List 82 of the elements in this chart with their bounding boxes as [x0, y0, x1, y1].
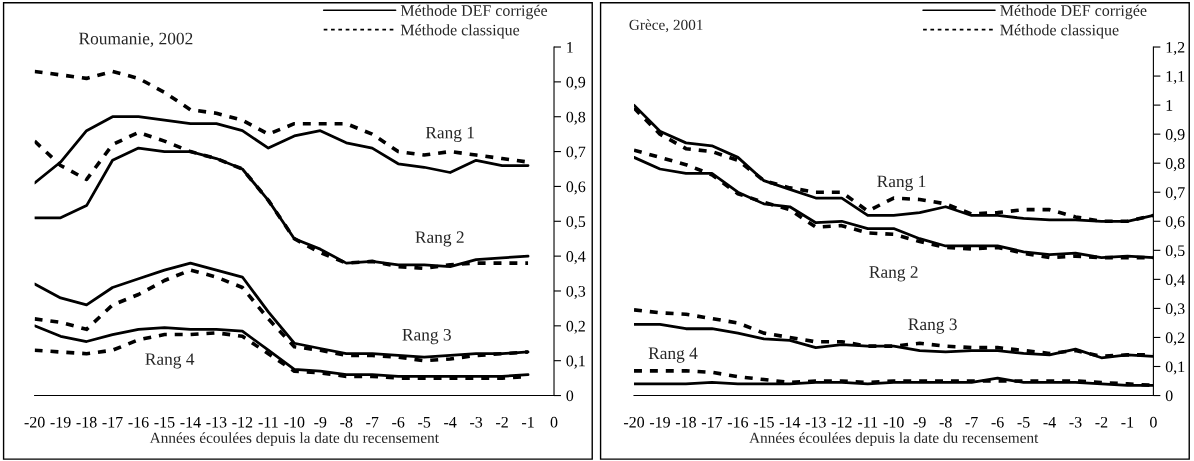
x-tick-label: -5	[418, 417, 431, 428]
chart-title: Grèce, 2001	[629, 19, 703, 33]
x-tick-label: -15	[753, 416, 774, 428]
legend-label: Méthode classique	[1000, 24, 1119, 39]
x-tick-label: -16	[128, 416, 149, 428]
annotation: Rang 3	[402, 328, 451, 345]
annotation: Rang 2	[415, 231, 464, 247]
x-tick-label: -5	[1017, 417, 1030, 428]
y-tick-label: 0	[1165, 390, 1173, 402]
x-tick-label: -9	[314, 416, 327, 428]
y-tick-label: 0,7	[1165, 187, 1185, 201]
y-tick-label: 0,8	[566, 111, 586, 125]
y-tick-label: 0,9	[1165, 129, 1185, 143]
x-axis-title: Années écoulées depuis la date du recensement	[149, 432, 439, 447]
x-tick-label: -18	[675, 416, 696, 428]
y-tick-label: 0,5	[566, 216, 586, 230]
y-tick-label: 0,1	[566, 355, 585, 369]
x-tick-label: -11	[258, 416, 278, 428]
y-tick-label: 0,5	[1165, 245, 1185, 259]
y-tick-label: 0,2	[1165, 332, 1185, 346]
annotation: Rang 2	[869, 266, 918, 282]
x-axis-title: Années écoulées depuis la date du recensement	[749, 432, 1039, 447]
x-tick-label: -2	[496, 416, 508, 428]
x-tick-label: -14	[180, 416, 201, 428]
y-tick-label: 0,6	[1165, 216, 1185, 230]
x-tick-label: -14	[779, 416, 801, 428]
x-tick-label: -1	[521, 416, 534, 428]
y-tick-label: 1,2	[1166, 41, 1185, 56]
y-tick-label: 0	[566, 390, 574, 402]
x-tick-label: -17	[102, 416, 123, 428]
x-tick-label: -3	[1069, 416, 1082, 428]
x-tick-label: -20	[24, 416, 45, 428]
x-tick-label: -7	[965, 417, 978, 428]
x-tick-label: -7	[366, 417, 379, 428]
x-tick-label: -2	[1095, 416, 1108, 428]
x-tick-label: -8	[340, 416, 353, 428]
x-tick-label: -3	[470, 416, 483, 428]
x-tick-label: -8	[939, 416, 952, 428]
y-tick-label: 0,2	[566, 320, 585, 334]
x-tick-label: -9	[913, 416, 926, 428]
x-tick-label: -10	[883, 416, 904, 428]
x-tick-label: -6	[991, 416, 1004, 428]
x-tick-label: -10	[284, 416, 305, 428]
x-tick-label: -15	[154, 416, 175, 428]
x-tick-label: 0	[1150, 416, 1157, 428]
x-tick-label: -19	[50, 416, 71, 428]
x-tick-label: -18	[76, 416, 97, 428]
x-tick-label: -12	[831, 416, 852, 428]
y-tick-label: 1	[1166, 100, 1173, 111]
y-tick-label: 0,9	[566, 76, 586, 90]
legend-label: Méthode classique	[400, 24, 520, 39]
annotation: Rang 3	[908, 318, 957, 334]
y-tick-label: 1	[567, 42, 573, 53]
x-tick-label: -13	[805, 416, 826, 428]
annotation: Rang 1	[425, 126, 474, 143]
legend-label: Méthode DEF corrigée	[1000, 4, 1147, 20]
x-tick-label: -19	[649, 416, 670, 428]
x-tick-label: -13	[206, 416, 227, 428]
y-tick-label: 0,3	[566, 285, 586, 299]
y-tick-label: 0,8	[1165, 158, 1185, 172]
y-tick-label: 0,1	[1165, 361, 1185, 375]
x-tick-label: -20	[623, 416, 645, 428]
x-tick-label: -1	[1121, 416, 1134, 428]
annotation: Rang 1	[877, 175, 926, 191]
y-tick-label: 1,1	[1166, 71, 1185, 85]
x-tick-label: -12	[232, 416, 253, 428]
chart-title: Roumanie, 2002	[79, 32, 193, 47]
y-tick-label: 0,3	[1165, 303, 1185, 317]
annotation: Rang 4	[145, 353, 195, 369]
y-tick-label: 0,6	[566, 181, 586, 195]
legend-label: Méthode DEF corrigée	[400, 4, 548, 20]
x-tick-label: -4	[444, 416, 457, 428]
y-tick-label: 0,4	[566, 251, 586, 265]
y-tick-label: 0,7	[566, 146, 586, 160]
y-tick-label: 0,4	[1165, 274, 1185, 288]
x-tick-label: 0	[550, 416, 558, 428]
annotation: Rang 4	[648, 347, 698, 363]
x-tick-label: -17	[701, 416, 723, 428]
x-tick-label: -4	[1043, 416, 1056, 428]
x-tick-label: -11	[857, 416, 878, 428]
x-tick-label: -6	[392, 416, 405, 428]
x-tick-label: -16	[727, 416, 749, 428]
